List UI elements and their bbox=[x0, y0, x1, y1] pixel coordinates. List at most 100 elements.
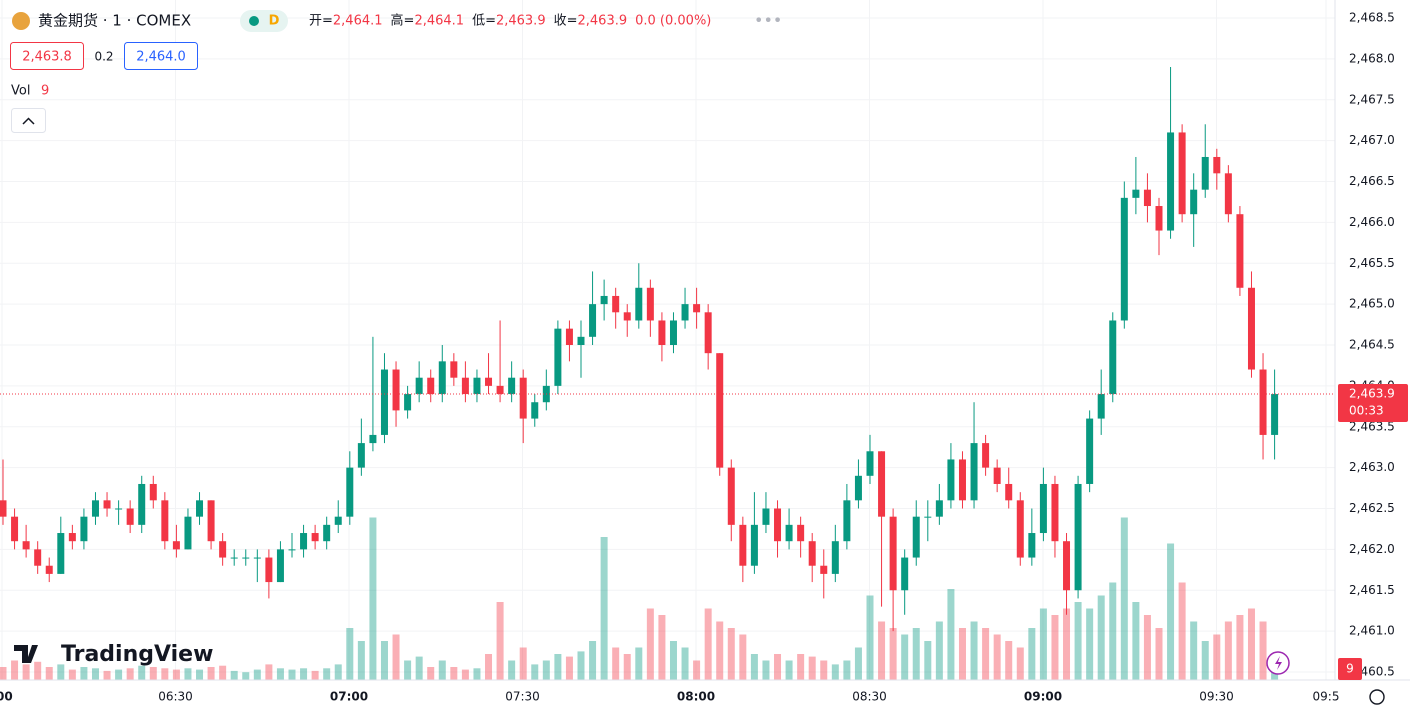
volume-bar bbox=[300, 668, 308, 680]
candle-body bbox=[115, 508, 123, 510]
volume-label: Vol bbox=[11, 84, 30, 99]
volume-bar bbox=[739, 634, 747, 680]
volume-bar bbox=[496, 602, 504, 680]
legend-value: 2,464.1 bbox=[414, 14, 464, 29]
volume-bar bbox=[1109, 582, 1117, 680]
volume-bar bbox=[658, 615, 666, 680]
bid-box[interactable] bbox=[10, 42, 84, 70]
volume-bar bbox=[1155, 628, 1163, 680]
volume-bar bbox=[1259, 621, 1267, 680]
candle-body bbox=[0, 500, 7, 517]
volume-bar bbox=[323, 668, 331, 680]
legend-value: 2,464.1 bbox=[333, 14, 383, 29]
volume-bar bbox=[1051, 615, 1059, 680]
x-tick-label: 07:00 bbox=[330, 690, 368, 704]
volume-bar bbox=[427, 667, 435, 680]
volume-bar bbox=[993, 634, 1001, 680]
candle-body bbox=[958, 459, 966, 501]
volume-bar bbox=[612, 647, 620, 680]
candle-body bbox=[716, 353, 724, 468]
ask-box[interactable] bbox=[124, 42, 198, 70]
candle-body bbox=[1051, 483, 1059, 542]
settings-icon[interactable] bbox=[1369, 689, 1385, 705]
legend-key: 收= bbox=[554, 14, 578, 29]
candle-body bbox=[554, 328, 562, 386]
volume-bar bbox=[1016, 647, 1024, 680]
candle-body bbox=[1247, 287, 1255, 370]
candle-body bbox=[762, 508, 770, 525]
volume-bar bbox=[843, 660, 851, 680]
y-tick-label: 2,466.5 bbox=[1349, 174, 1395, 188]
candle-body bbox=[970, 443, 978, 501]
volume-bar bbox=[774, 654, 782, 680]
volume-bar bbox=[1120, 517, 1128, 680]
spread: 0.2 bbox=[94, 50, 113, 64]
y-tick-label: 2,467.0 bbox=[1349, 133, 1395, 147]
volume-bar bbox=[577, 651, 585, 680]
candle-body bbox=[704, 312, 712, 354]
last-price-box bbox=[1338, 384, 1408, 423]
x-tick-label: 09:30 bbox=[1199, 690, 1234, 704]
candle-body bbox=[508, 377, 516, 395]
volume-bar bbox=[912, 628, 920, 680]
candle-body bbox=[404, 394, 412, 411]
volume-bar bbox=[924, 641, 932, 680]
status-pill bbox=[240, 10, 288, 32]
candle-body bbox=[138, 483, 146, 525]
candle-body bbox=[1236, 214, 1244, 288]
volume-badge: 9 bbox=[1346, 662, 1354, 676]
volume-bar bbox=[172, 669, 180, 680]
candle-body bbox=[646, 287, 654, 321]
legend-key: 开= bbox=[309, 14, 333, 29]
volume-bar bbox=[311, 670, 319, 680]
volume-bar bbox=[276, 668, 284, 680]
candle-body bbox=[565, 328, 573, 345]
candle-body bbox=[1120, 197, 1128, 321]
candle-body bbox=[727, 467, 735, 525]
y-tick-label: 2,465.5 bbox=[1349, 256, 1395, 270]
candle-body bbox=[380, 369, 388, 435]
volume-bar bbox=[184, 668, 192, 680]
y-tick-label: 2,466.0 bbox=[1349, 215, 1395, 229]
candle-body bbox=[982, 443, 990, 468]
candle-body bbox=[369, 434, 377, 444]
x-tick-label: 08:30 bbox=[852, 690, 887, 704]
candle-body bbox=[866, 451, 874, 476]
legend-key: 低= bbox=[472, 14, 496, 29]
candle-body bbox=[496, 385, 504, 395]
more-dots[interactable]: ••• bbox=[754, 11, 782, 30]
chevron bbox=[22, 117, 35, 125]
interval-badge: D bbox=[269, 14, 280, 29]
candle-body bbox=[519, 377, 527, 419]
volume-bar bbox=[1039, 608, 1047, 680]
volume-bar bbox=[115, 669, 123, 680]
volume-bar bbox=[253, 669, 261, 680]
volume-bar bbox=[982, 628, 990, 680]
collapse-button[interactable] bbox=[11, 108, 46, 133]
candle-body bbox=[1143, 189, 1151, 207]
y-tick-label: 2,463.0 bbox=[1349, 460, 1395, 474]
volume-bar bbox=[207, 667, 215, 680]
volume-bar bbox=[508, 660, 516, 680]
candle-body bbox=[346, 467, 354, 517]
candle-body bbox=[45, 565, 53, 574]
candle-body bbox=[739, 524, 747, 566]
volume-badge-box bbox=[1338, 658, 1362, 680]
candle-body bbox=[1190, 189, 1198, 215]
candle-body bbox=[681, 304, 689, 321]
volume-bar bbox=[519, 647, 527, 680]
ask: 2,464.0 bbox=[136, 50, 186, 65]
candle-body bbox=[843, 500, 851, 542]
candle-body bbox=[774, 508, 782, 542]
volume-bar bbox=[11, 660, 19, 680]
candle-body bbox=[1201, 156, 1209, 190]
y-tick-label: 2,465.0 bbox=[1349, 297, 1395, 311]
candle-body bbox=[219, 541, 227, 558]
y-tick-label: 2,468.0 bbox=[1349, 51, 1395, 65]
symbol-title[interactable]: 黄金期货 · 1 · COMEX bbox=[38, 12, 191, 30]
x-tick-label: 07:30 bbox=[505, 690, 540, 704]
candle-body bbox=[68, 533, 76, 542]
volume-bar bbox=[716, 621, 724, 680]
volume-bar bbox=[461, 669, 469, 680]
